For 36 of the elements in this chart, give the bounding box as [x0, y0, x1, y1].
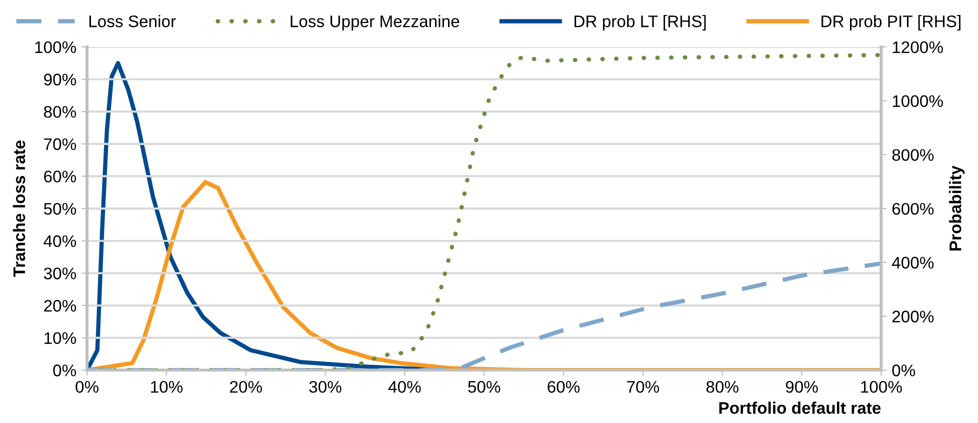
x-tick-label: 20%	[230, 380, 262, 393]
x-tick-label: 10%	[151, 380, 183, 393]
x-tick-label: 40%	[388, 380, 421, 393]
x-tick-label: 90%	[786, 380, 818, 393]
x-tick-label: 100%	[861, 380, 902, 393]
y-tick-label: 70%	[44, 138, 76, 150]
y-tick-label: 0%	[53, 364, 76, 376]
y2-tick-label: 1200%	[892, 41, 943, 54]
y-tick-label: 30%	[44, 268, 76, 280]
y-tick-label: 10%	[44, 332, 76, 344]
y-tick-label: 50%	[44, 202, 76, 215]
legend-label: Loss Upper Mezzanine	[290, 15, 460, 31]
y2-tick-label: 400%	[892, 256, 934, 269]
legend-label: DR prob LT [RHS]	[574, 15, 706, 31]
y2-tick-label: 200%	[892, 310, 934, 322]
y-tick-label: 40%	[44, 235, 76, 248]
y2-tick-label: 1000%	[892, 95, 943, 108]
y-tick-label: 60%	[44, 170, 76, 182]
y-tick-label: 100%	[35, 41, 76, 54]
y-axis-title: Tranche loss rate	[12, 140, 26, 277]
y-tick-label: 80%	[44, 106, 76, 118]
y2-axis-title: Probability	[949, 166, 965, 250]
y-tick-label: 90%	[44, 74, 76, 86]
x-tick-label: 80%	[706, 380, 738, 393]
legend-label: Loss Senior	[89, 15, 176, 28]
x-tick-label: 60%	[548, 380, 580, 393]
legend-label: DR prob PIT [RHS]	[822, 15, 960, 31]
x-tick-label: 70%	[627, 380, 660, 393]
x-tick-label: 30%	[309, 380, 342, 393]
y2-tick-label: 0%	[892, 364, 916, 376]
x-axis-title: Portfolio default rate	[719, 402, 881, 414]
y2-tick-label: 600%	[892, 202, 934, 215]
y2-tick-label: 800%	[892, 149, 934, 161]
y-tick-label: 20%	[44, 300, 76, 312]
x-tick-label: 50%	[468, 380, 500, 393]
x-tick-label: 0%	[76, 380, 98, 393]
